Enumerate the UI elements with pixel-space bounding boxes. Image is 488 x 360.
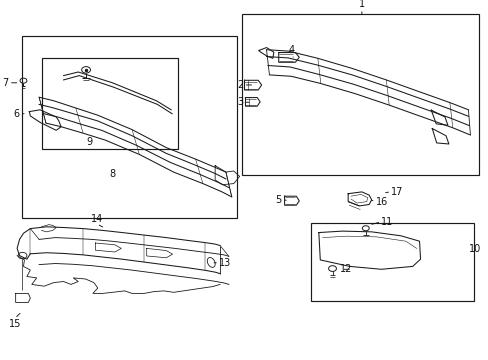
Text: 9: 9: [86, 137, 92, 147]
Text: 11: 11: [381, 217, 393, 227]
Text: 10: 10: [468, 244, 481, 254]
Text: 5: 5: [275, 195, 281, 205]
Text: 1: 1: [358, 0, 364, 9]
Text: 15: 15: [8, 319, 21, 329]
Text: 13: 13: [219, 258, 231, 268]
Text: 16: 16: [375, 197, 387, 207]
Text: 6: 6: [13, 109, 20, 119]
Text: 14: 14: [90, 214, 103, 224]
Text: 2: 2: [237, 80, 243, 90]
Text: 4: 4: [288, 45, 294, 55]
Bar: [310, 223, 473, 301]
Bar: [41, 58, 178, 149]
Bar: [242, 14, 478, 175]
Bar: [22, 36, 237, 218]
Text: 12: 12: [339, 264, 351, 274]
Text: 17: 17: [390, 186, 403, 197]
Text: 7: 7: [2, 78, 9, 88]
Text: 3: 3: [237, 97, 243, 107]
Text: 8: 8: [109, 169, 115, 179]
